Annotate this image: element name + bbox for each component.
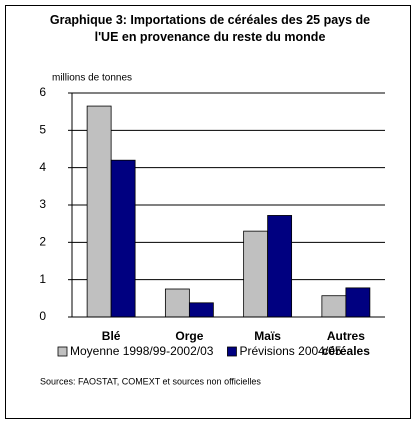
bar <box>110 159 136 318</box>
bar <box>345 287 371 318</box>
y-tick-label: 4 <box>39 160 46 174</box>
x-tick-label: Autres céréales <box>321 329 370 358</box>
bar <box>188 302 214 318</box>
bar <box>86 105 112 318</box>
y-tick-label: 6 <box>39 85 46 99</box>
source: Sources: FAOSTAT, COMEXT et sources non … <box>40 376 261 386</box>
chart-title: Graphique 3: Importations de céréales de… <box>49 13 371 44</box>
legend-swatch <box>227 346 237 357</box>
bar <box>243 230 269 318</box>
legend-swatch <box>57 346 68 357</box>
y-tick-label: 1 <box>39 272 46 286</box>
legend-label: Moyenne 1998/99-2002/03 <box>70 344 214 358</box>
x-tick-label: Maïs <box>254 329 281 343</box>
bar <box>321 295 347 318</box>
bar <box>267 215 293 318</box>
x-tick-label: Blé <box>101 329 121 343</box>
y-tick-label: 0 <box>39 309 46 323</box>
y-tick-label: 3 <box>39 197 46 211</box>
legend-label: Prévisions 2004/05 <box>239 344 341 358</box>
y-axis-label: millions de tonnes <box>52 73 132 84</box>
y-tick-label: 5 <box>39 123 46 137</box>
y-tick-label: 2 <box>39 235 46 249</box>
chart-frame <box>5 5 411 419</box>
x-tick-label: Orge <box>175 329 204 343</box>
bar <box>164 288 190 318</box>
